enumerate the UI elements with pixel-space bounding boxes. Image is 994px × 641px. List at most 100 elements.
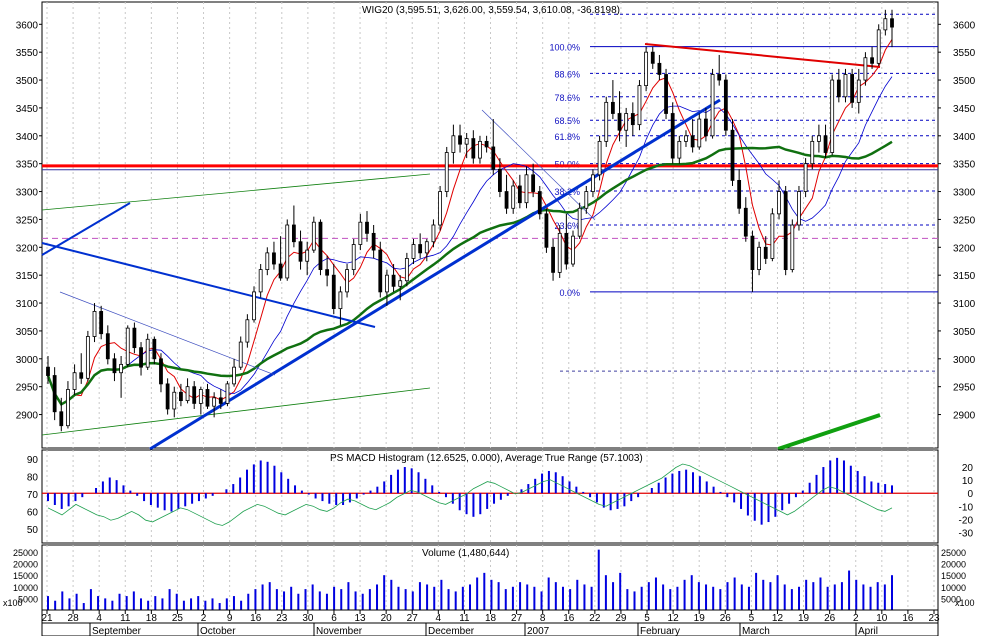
candle-body [564, 232, 569, 265]
xaxis-day-label: 21 [41, 613, 53, 624]
xaxis-month-label: October [200, 626, 236, 636]
price-ylabel-left: 3550 [16, 48, 39, 59]
candle-body [85, 336, 90, 379]
volume-scale-label-right: x100 [955, 598, 975, 608]
candle-body [218, 397, 223, 404]
candle-body [850, 74, 855, 103]
price-ylabel-left: 3150 [16, 271, 39, 282]
candle-body [112, 358, 117, 374]
candle-body [285, 224, 290, 279]
candle-body [498, 168, 502, 192]
macd-ylabel-right: -30 [959, 529, 974, 540]
candle-body [551, 246, 555, 273]
candle-body [378, 249, 383, 293]
volume-ylabel-right: 5000 [941, 594, 961, 604]
green-thick-line [777, 413, 881, 451]
volume-ylabel-right: 15000 [941, 571, 966, 581]
xaxis-day-label: 26 [720, 613, 732, 624]
candle-body [258, 269, 263, 293]
candle-body [418, 244, 423, 254]
price-ylabel-right: 3100 [953, 299, 976, 310]
candle-body [770, 213, 775, 259]
xaxis-month-label: 2007 [527, 626, 550, 636]
candle-body [145, 338, 150, 368]
fib-label: 78.6% [554, 93, 580, 103]
volume-ylabel-left: 10000 [13, 583, 38, 593]
price-ylabel-left: 3300 [16, 188, 39, 199]
xaxis-day-label: 28 [68, 613, 80, 624]
candle-body [139, 347, 143, 368]
blue-thin-diagonal [481, 109, 596, 221]
xaxis-day-label: 30 [302, 613, 314, 624]
candle-body [637, 85, 642, 126]
candle-body [544, 213, 549, 248]
candle-body [179, 391, 183, 402]
price-ylabel-right: 3400 [953, 132, 976, 143]
x-axis: 21 28 4 11 18 25 2 9 16 23 30 6 13 20 27 4 11 18 27 8 16 22 29… [41, 609, 940, 637]
price-ylabel-right: 2900 [953, 411, 976, 422]
candle-body [783, 191, 788, 271]
candle-body [305, 249, 310, 262]
price-ylabel-right: 3200 [953, 243, 976, 254]
macd-title: PS MACD Histogram (12.6525, 0.000), Aver… [330, 453, 643, 464]
candle-body [650, 51, 655, 64]
xaxis-day-label: 13 [354, 613, 366, 624]
price-ylabel-right: 3050 [953, 327, 976, 338]
candle-body [710, 74, 715, 137]
candle-body [278, 263, 283, 279]
xaxis-day-label: 5 [749, 613, 755, 624]
xaxis-day-label: 11 [120, 613, 131, 624]
candle-body [677, 140, 682, 159]
candle-body [46, 366, 50, 376]
macd-ylabel-right: 20 [962, 463, 974, 474]
volume-ylabel-left: 25000 [13, 548, 38, 558]
xaxis-day-label: 8 [540, 613, 546, 624]
candle-body [743, 207, 748, 237]
candle-body [125, 327, 130, 365]
macd-ylabel-right: 10 [962, 476, 974, 487]
candle-body [471, 138, 476, 159]
price-ylabel-right: 3150 [953, 271, 976, 282]
candle-body [524, 174, 529, 204]
candle-body [52, 375, 57, 413]
candle-body [438, 191, 442, 226]
price-ylabel-left: 3050 [16, 327, 39, 338]
candle-body [431, 224, 436, 243]
macd-ylabel-right: -20 [959, 515, 974, 526]
candle-body [444, 152, 449, 192]
price-ylabel-left: 2900 [16, 411, 39, 422]
candle-body [398, 280, 403, 287]
price-ylabel-right: 2950 [953, 383, 976, 394]
candle-body [591, 174, 595, 192]
candle-body [531, 174, 536, 192]
candle-body [797, 191, 801, 226]
macd-panel: 90 80 70 60 50 20 10 0 -10 -20 -30 [27, 449, 974, 544]
candle-body [411, 244, 416, 259]
volume-title: Volume (1,480,644) [422, 548, 509, 559]
candle-body [424, 241, 429, 254]
candle-body [152, 338, 157, 360]
candle-body [584, 191, 589, 209]
xaxis-month-label: April [858, 626, 878, 636]
candle-body [484, 140, 489, 148]
xaxis-day-label: 11 [459, 613, 470, 624]
candle-body [790, 224, 795, 270]
candle-body [664, 74, 668, 114]
price-ylabel-left: 3250 [16, 215, 39, 226]
xaxis-months-band [41, 622, 939, 637]
fib-label: 0.0% [559, 288, 580, 298]
price-ylabel-left: 3100 [16, 299, 39, 310]
xaxis-day-label: 10 [876, 613, 888, 624]
fib-label: 88.6% [554, 69, 580, 79]
candle-body [803, 163, 808, 192]
candle-body [604, 101, 609, 142]
candle-body [723, 79, 728, 131]
candle-body [105, 333, 110, 360]
candle-body [704, 118, 708, 137]
candle-body [318, 221, 323, 270]
candle-body [630, 113, 635, 126]
xaxis-day-label: 2 [853, 613, 859, 624]
volume-ylabel-left: 5000 [18, 594, 38, 604]
